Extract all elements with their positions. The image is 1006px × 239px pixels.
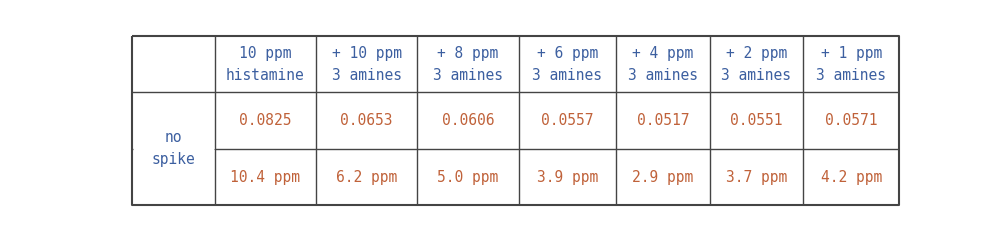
- Text: 0.0606: 0.0606: [442, 113, 494, 128]
- Text: 0.0825: 0.0825: [239, 113, 292, 128]
- Text: 0.0653: 0.0653: [340, 113, 393, 128]
- Text: 0.0557: 0.0557: [541, 113, 594, 128]
- Text: no
spike: no spike: [152, 130, 195, 168]
- Text: 3.7 ppm: 3.7 ppm: [726, 170, 787, 185]
- Text: 10 ppm
histamine: 10 ppm histamine: [226, 46, 305, 83]
- Text: 0.0551: 0.0551: [730, 113, 783, 128]
- Text: + 10 ppm
3 amines: + 10 ppm 3 amines: [332, 46, 401, 83]
- Text: 4.2 ppm: 4.2 ppm: [821, 170, 882, 185]
- Text: 0.0517: 0.0517: [637, 113, 689, 128]
- Text: 2.9 ppm: 2.9 ppm: [632, 170, 693, 185]
- Text: + 8 ppm
3 amines: + 8 ppm 3 amines: [433, 46, 503, 83]
- Text: + 6 ppm
3 amines: + 6 ppm 3 amines: [532, 46, 603, 83]
- Text: + 4 ppm
3 amines: + 4 ppm 3 amines: [628, 46, 698, 83]
- Text: 0.0571: 0.0571: [825, 113, 877, 128]
- Text: 3.9 ppm: 3.9 ppm: [537, 170, 598, 185]
- Text: + 1 ppm
3 amines: + 1 ppm 3 amines: [816, 46, 886, 83]
- Text: 6.2 ppm: 6.2 ppm: [336, 170, 397, 185]
- Text: 5.0 ppm: 5.0 ppm: [438, 170, 499, 185]
- Text: 10.4 ppm: 10.4 ppm: [230, 170, 301, 185]
- Text: + 2 ppm
3 amines: + 2 ppm 3 amines: [721, 46, 792, 83]
